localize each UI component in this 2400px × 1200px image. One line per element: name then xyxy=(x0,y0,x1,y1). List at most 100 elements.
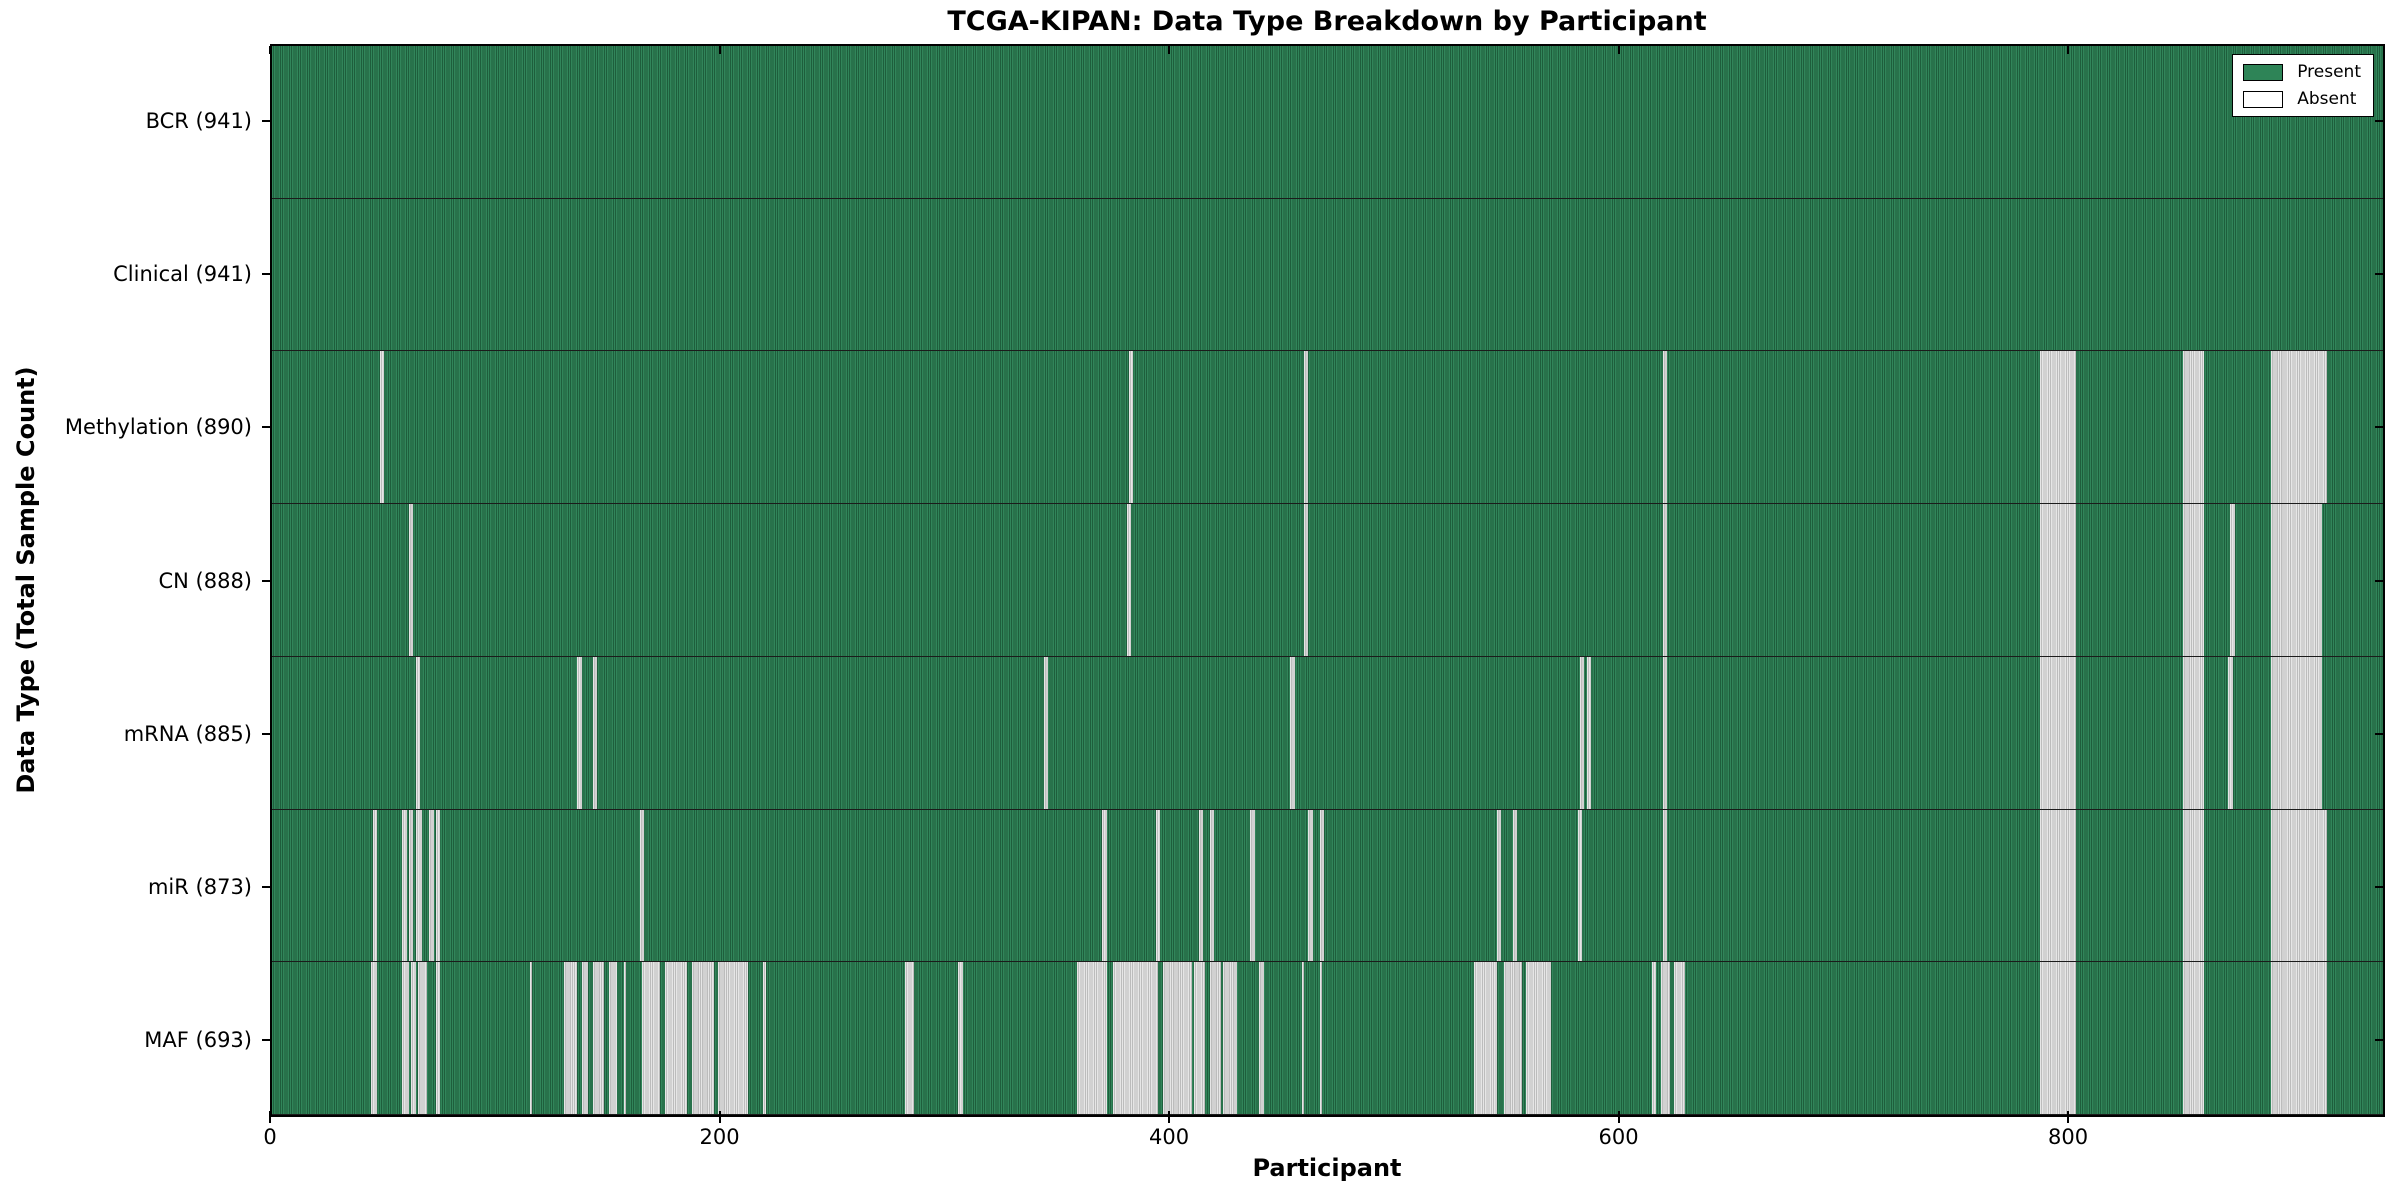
x-tick-label: 600 xyxy=(1598,1125,1639,1149)
absent-stripe xyxy=(563,962,578,1115)
absent-stripe xyxy=(408,504,414,656)
y-tick-label: BCR (941) xyxy=(145,108,252,133)
absent-stripe xyxy=(2183,962,2204,1115)
x-axis-label: Participant xyxy=(1252,1154,1402,1182)
y-tick-mark xyxy=(262,579,270,582)
absent-stripe xyxy=(642,962,661,1115)
absent-stripe xyxy=(1503,962,1522,1115)
absent-stripe xyxy=(1155,809,1161,962)
legend-item: Present xyxy=(2243,62,2361,82)
absent-stripe xyxy=(1194,962,1206,1115)
x-tick-mark xyxy=(718,1111,721,1123)
y-tick-mark xyxy=(2375,1039,2383,1042)
absent-stripe xyxy=(1126,504,1132,656)
absent-stripe xyxy=(577,656,582,809)
plot-area: Present Absent xyxy=(270,44,2385,1117)
absent-stripe xyxy=(2183,656,2204,809)
absent-stripe xyxy=(1319,962,1322,1115)
x-tick-mark xyxy=(1617,46,1620,54)
absent-stripe xyxy=(435,809,441,962)
absent-stripe xyxy=(1526,962,1551,1115)
absent-stripe xyxy=(1128,351,1134,504)
absent-stripe xyxy=(372,809,378,962)
absent-stripe xyxy=(1223,962,1237,1115)
y-tick-mark xyxy=(262,426,270,429)
absent-stripe xyxy=(1651,962,1657,1115)
absent-stripe xyxy=(1662,504,1668,656)
absent-stripe xyxy=(763,962,766,1115)
x-tick-mark xyxy=(1617,1111,1620,1123)
present-swatch xyxy=(2243,63,2284,81)
y-tick-mark xyxy=(262,119,270,122)
absent-stripe xyxy=(1290,656,1295,809)
absent-stripe xyxy=(415,809,423,962)
y-tick-mark xyxy=(2375,426,2383,429)
absent-stripe xyxy=(2039,962,2076,1115)
absent-stripe xyxy=(2270,351,2327,504)
x-tick-mark xyxy=(269,1111,271,1123)
x-tick-mark xyxy=(2067,1111,2070,1123)
absent-stripe xyxy=(2183,351,2204,504)
absent-stripe xyxy=(1301,962,1304,1115)
absent-stripe xyxy=(958,962,963,1115)
absent-stripe xyxy=(2039,504,2076,656)
row-CN xyxy=(272,504,2383,657)
absent-stripe xyxy=(1209,962,1221,1115)
absent-stripe xyxy=(1577,809,1583,962)
row-BCR xyxy=(272,46,2383,199)
absent-stripe xyxy=(402,962,409,1115)
absent-stripe xyxy=(2270,656,2323,809)
x-tick-label: 800 xyxy=(2048,1125,2089,1149)
y-tick-mark xyxy=(262,732,270,735)
absent-stripe xyxy=(2270,962,2327,1115)
y-tick-label: CN (888) xyxy=(158,568,252,593)
absent-stripe xyxy=(435,962,441,1115)
y-tick-label: miR (873) xyxy=(147,875,252,900)
x-tick-label: 0 xyxy=(263,1125,277,1149)
absent-stripe xyxy=(529,962,533,1115)
absent-swatch xyxy=(2243,90,2284,108)
absent-stripe xyxy=(2228,656,2233,809)
absent-stripe xyxy=(1319,809,1325,962)
absent-stripe xyxy=(1209,809,1215,962)
absent-stripe xyxy=(1662,656,1668,809)
absent-stripe xyxy=(2230,504,2235,656)
absent-stripe xyxy=(1198,809,1203,962)
absent-stripe xyxy=(1303,351,1309,504)
absent-stripe xyxy=(592,656,598,809)
absent-stripe xyxy=(2270,809,2327,962)
y-tick-label: mRNA (885) xyxy=(123,721,252,746)
legend-label: Absent xyxy=(2297,89,2357,109)
absent-stripe xyxy=(2270,504,2323,656)
absent-stripe xyxy=(691,962,714,1115)
absent-stripe xyxy=(2039,656,2076,809)
absent-stripe xyxy=(1512,809,1518,962)
absent-stripe xyxy=(1660,962,1670,1115)
absent-stripe xyxy=(1102,809,1107,962)
y-tick-mark xyxy=(2375,579,2383,582)
y-tick-mark xyxy=(262,1039,270,1042)
row-Clinical xyxy=(272,198,2383,352)
absent-stripe xyxy=(608,962,618,1115)
absent-stripe xyxy=(1113,962,1159,1115)
y-tick-label: Clinical (941) xyxy=(113,261,252,286)
absent-stripe xyxy=(1259,962,1264,1115)
absent-stripe xyxy=(1674,962,1686,1115)
absent-stripe xyxy=(417,962,427,1115)
y-tick-mark xyxy=(2375,119,2383,122)
absent-stripe xyxy=(2183,504,2204,656)
absent-stripe xyxy=(1250,809,1255,962)
absent-stripe xyxy=(1496,809,1502,962)
absent-stripe xyxy=(379,351,385,504)
absent-stripe xyxy=(1308,809,1313,962)
absent-stripe xyxy=(402,809,407,962)
absent-stripe xyxy=(408,809,414,962)
y-tick-mark xyxy=(2375,272,2383,275)
absent-stripe xyxy=(1662,809,1668,962)
absent-stripe xyxy=(411,962,416,1115)
absent-stripe xyxy=(1662,351,1668,504)
absent-stripe xyxy=(370,962,378,1115)
absent-stripe xyxy=(429,809,434,962)
x-tick-mark xyxy=(1168,46,1171,54)
